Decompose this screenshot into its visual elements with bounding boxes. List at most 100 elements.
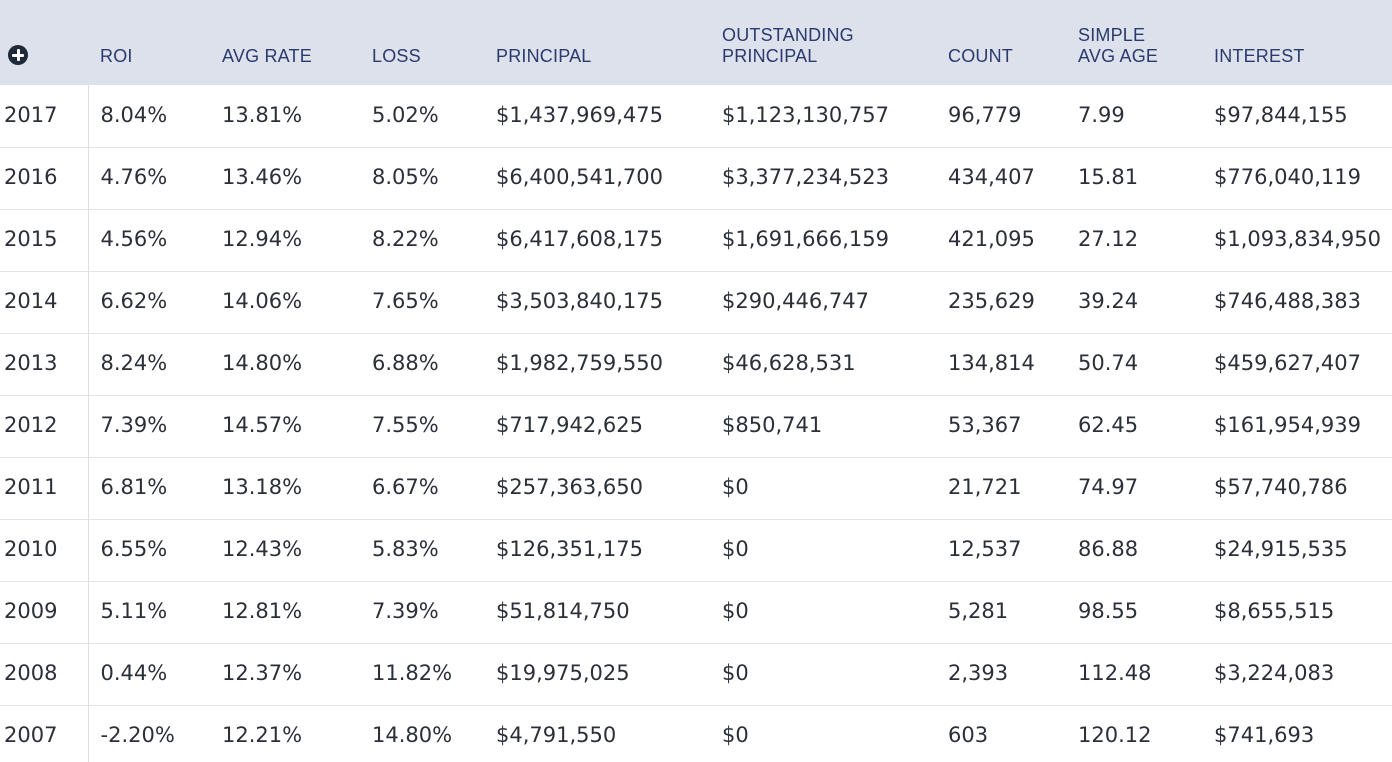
cell-outstanding-principal: $3,377,234,523 — [722, 165, 889, 189]
cell-count: 434,407 — [948, 165, 1035, 189]
cell-roi: 6.81% — [100, 475, 168, 499]
column-header-label: INTEREST — [1214, 46, 1305, 66]
cell-avg-rate: 12.43% — [222, 537, 303, 561]
cell-roi: 8.24% — [100, 351, 168, 375]
cell-count: 134,814 — [948, 351, 1035, 375]
cell-simple-avg-age: 39.24 — [1078, 289, 1139, 313]
cell-simple-avg-age: 27.12 — [1078, 227, 1139, 251]
cell-principal: $4,791,550 — [496, 723, 617, 748]
cell-loss: 11.82% — [372, 661, 453, 685]
cell-simple-avg-age: 62.45 — [1078, 413, 1139, 437]
cell-avg-rate: 13.46% — [222, 165, 303, 189]
cell-interest: $8,655,515 — [1214, 599, 1335, 623]
column-header-avg-rate[interactable]: AVG RATE — [210, 0, 360, 85]
table-row[interactable]: 2008 0.44% 12.37% 11.82% $19,975,025 $0 2,393 1… — [0, 643, 1392, 705]
column-header-label: ROI — [100, 46, 133, 66]
cell-count: 5,281 — [948, 599, 1009, 623]
cell-simple-avg-age: 120.12 — [1078, 723, 1152, 748]
cell-interest: $1,093,834,950 — [1214, 227, 1381, 251]
table-row[interactable]: 2009 5.11% 12.81% 7.39% $51,814,750 $0 5,281 98… — [0, 581, 1392, 643]
cell-simple-avg-age: 98.55 — [1078, 599, 1139, 623]
cell-principal: $717,942,625 — [496, 413, 643, 437]
cell-interest: $741,693 — [1214, 723, 1315, 748]
cell-loss: 7.39% — [372, 599, 439, 623]
add-column-header[interactable] — [0, 0, 88, 85]
column-header-label: LOSS — [372, 46, 421, 66]
cell-count: 421,095 — [948, 227, 1035, 251]
cell-loss: 8.22% — [372, 227, 439, 251]
cell-avg-rate: 12.94% — [222, 227, 303, 251]
column-header-label: AVG AGE — [1078, 46, 1159, 66]
cell-simple-avg-age: 7.99 — [1078, 102, 1125, 127]
table-row[interactable]: 2017 8.04% 13.81% 5.02% $1,437,969,475 $1,123… — [0, 85, 1392, 147]
cell-loss: 6.67% — [372, 475, 439, 499]
column-header-count[interactable]: COUNT — [936, 0, 1066, 85]
table-row[interactable]: 2012 7.39% 14.57% 7.55% $717,942,625 $850,741… — [0, 395, 1392, 457]
cell-loss: 7.65% — [372, 289, 439, 313]
column-header-label: AVG RATE — [222, 46, 312, 66]
cell-principal: $1,437,969,475 — [496, 102, 663, 127]
cell-interest: $746,488,383 — [1214, 289, 1361, 313]
plus-circle-icon[interactable] — [8, 45, 28, 65]
cell-principal: $6,400,541,700 — [496, 165, 663, 189]
cell-loss: 8.05% — [372, 165, 439, 189]
column-header-loss[interactable]: LOSS — [360, 0, 484, 85]
column-header-roi[interactable]: ROI — [88, 0, 210, 85]
table-row[interactable]: 2007 -2.20% 12.21% 14.80% $4,791,550 $0 603 120… — [0, 705, 1392, 762]
cell-outstanding-principal: $290,446,747 — [722, 289, 869, 313]
table-body: 2017 8.04% 13.81% 5.02% $1,437,969,475 $1,123… — [0, 85, 1392, 762]
cell-loss: 7.55% — [372, 413, 439, 437]
table-row[interactable]: 2016 4.76% 13.46% 8.05% $6,400,541,700 $3,377… — [0, 147, 1392, 209]
cell-interest: $459,627,407 — [1214, 351, 1361, 375]
year-cell: 2012 — [0, 395, 89, 457]
column-header-principal[interactable]: PRINCIPAL — [484, 0, 710, 85]
column-header-label: PRINCIPAL — [722, 46, 818, 66]
year-cell: 2014 — [0, 271, 89, 333]
cell-outstanding-principal: $850,741 — [722, 413, 823, 437]
cell-avg-rate: 13.81% — [222, 102, 303, 127]
column-header-simple-avg-age[interactable]: SIMPLE AVG AGE — [1066, 0, 1202, 85]
cell-outstanding-principal: $0 — [722, 537, 749, 561]
cell-outstanding-principal: $1,123,130,757 — [722, 102, 889, 127]
cell-avg-rate: 12.37% — [222, 661, 303, 685]
header-row: ROI AVG RATE LOSS PRINCIPAL OUTSTANDING PRINC… — [0, 0, 1392, 85]
cell-count: 21,721 — [948, 475, 1022, 499]
cell-count: 235,629 — [948, 289, 1035, 313]
cell-roi: 4.56% — [100, 227, 168, 251]
cell-interest: $24,915,535 — [1214, 537, 1348, 561]
cell-roi: 6.62% — [100, 289, 168, 313]
cell-simple-avg-age: 112.48 — [1078, 661, 1152, 685]
table-row[interactable]: 2013 8.24% 14.80% 6.88% $1,982,759,550 $46,62… — [0, 333, 1392, 395]
table-row[interactable]: 2010 6.55% 12.43% 5.83% $126,351,175 $0 12,537… — [0, 519, 1392, 581]
cell-outstanding-principal: $0 — [722, 475, 749, 499]
cell-outstanding-principal: $0 — [722, 723, 749, 748]
column-header-interest[interactable]: INTEREST — [1202, 0, 1392, 85]
cell-loss: 6.88% — [372, 351, 439, 375]
year-cell: 2015 — [0, 209, 89, 271]
year-cell: 2011 — [0, 457, 89, 519]
cell-interest: $97,844,155 — [1214, 102, 1348, 127]
cell-avg-rate: 14.57% — [222, 413, 303, 437]
cell-principal: $3,503,840,175 — [496, 289, 663, 313]
cell-outstanding-principal: $46,628,531 — [722, 351, 856, 375]
cell-principal: $51,814,750 — [496, 599, 630, 623]
cell-loss: 5.83% — [372, 537, 439, 561]
cell-roi: 5.11% — [100, 599, 168, 623]
table-row[interactable]: 2015 4.56% 12.94% 8.22% $6,417,608,175 $1,691… — [0, 209, 1392, 271]
cell-interest: $161,954,939 — [1214, 413, 1361, 437]
table-row[interactable]: 2014 6.62% 14.06% 7.65% $3,503,840,175 $290,4… — [0, 271, 1392, 333]
year-cell: 2016 — [0, 147, 89, 209]
cell-principal: $19,975,025 — [496, 661, 630, 685]
cell-outstanding-principal: $0 — [722, 661, 749, 685]
cell-count: 96,779 — [948, 102, 1022, 127]
cell-interest: $3,224,083 — [1214, 661, 1335, 685]
cell-simple-avg-age: 15.81 — [1078, 165, 1139, 189]
year-cell: 2007 — [0, 705, 89, 762]
table-header: ROI AVG RATE LOSS PRINCIPAL OUTSTANDING PRINC… — [0, 0, 1392, 85]
table-row[interactable]: 2011 6.81% 13.18% 6.67% $257,363,650 $0 21,721… — [0, 457, 1392, 519]
cell-principal: $1,982,759,550 — [496, 351, 663, 375]
column-header-outstanding-principal[interactable]: OUTSTANDING PRINCIPAL — [710, 0, 936, 85]
cell-roi: 8.04% — [100, 102, 168, 127]
